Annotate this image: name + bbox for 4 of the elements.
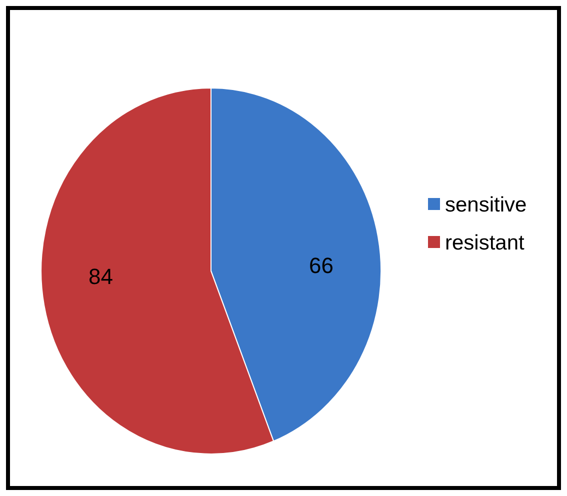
legend-label: sensitive xyxy=(445,194,527,216)
data-label: 84 xyxy=(88,264,114,289)
legend-label: resistant xyxy=(445,232,525,254)
data-label: 66 xyxy=(308,253,334,278)
